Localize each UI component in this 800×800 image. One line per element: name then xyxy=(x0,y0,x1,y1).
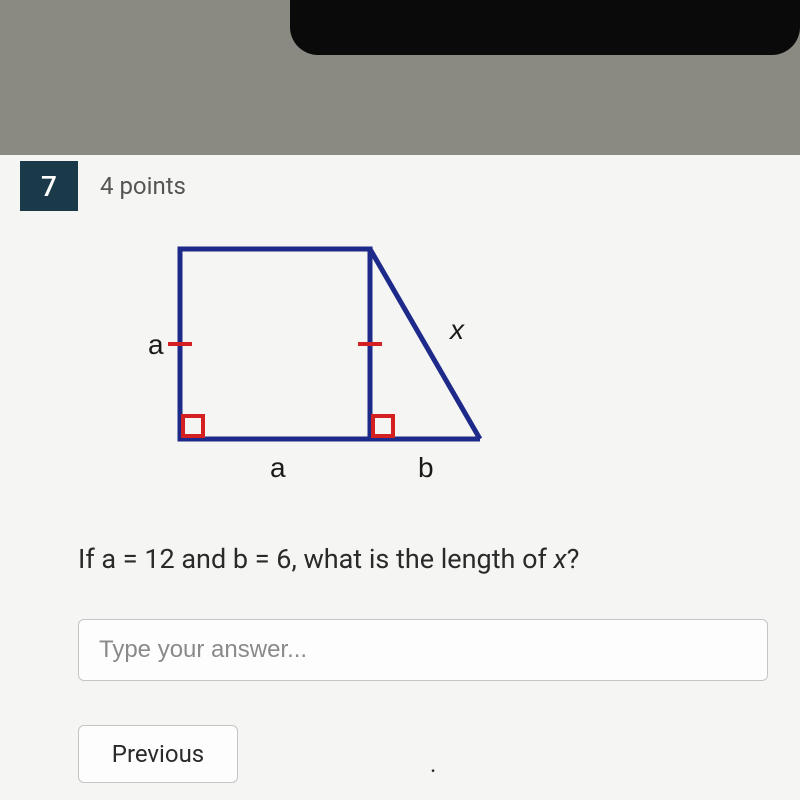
device-bezel xyxy=(290,0,800,55)
answer-input[interactable] xyxy=(78,619,768,681)
quiz-screen: 7 4 points a x a b If a = 12 and b = 6, … xyxy=(0,155,800,800)
svg-text:b: b xyxy=(418,452,434,483)
geometry-diagram: a x a b xyxy=(120,239,540,519)
question-number-badge: 7 xyxy=(20,161,78,211)
question-header: 7 4 points xyxy=(20,161,800,211)
svg-text:a: a xyxy=(148,329,164,360)
question-suffix: ? xyxy=(567,543,580,575)
previous-button[interactable]: Previous xyxy=(78,725,238,783)
points-label: 4 points xyxy=(100,172,186,200)
svg-text:x: x xyxy=(448,314,465,345)
svg-text:a: a xyxy=(270,452,286,483)
question-variable: x xyxy=(554,543,567,575)
question-text: If a = 12 and b = 6, what is the length … xyxy=(78,543,800,575)
decorative-dot: . xyxy=(430,750,436,778)
question-prefix: If a = 12 and b = 6, what is the length … xyxy=(78,543,554,575)
